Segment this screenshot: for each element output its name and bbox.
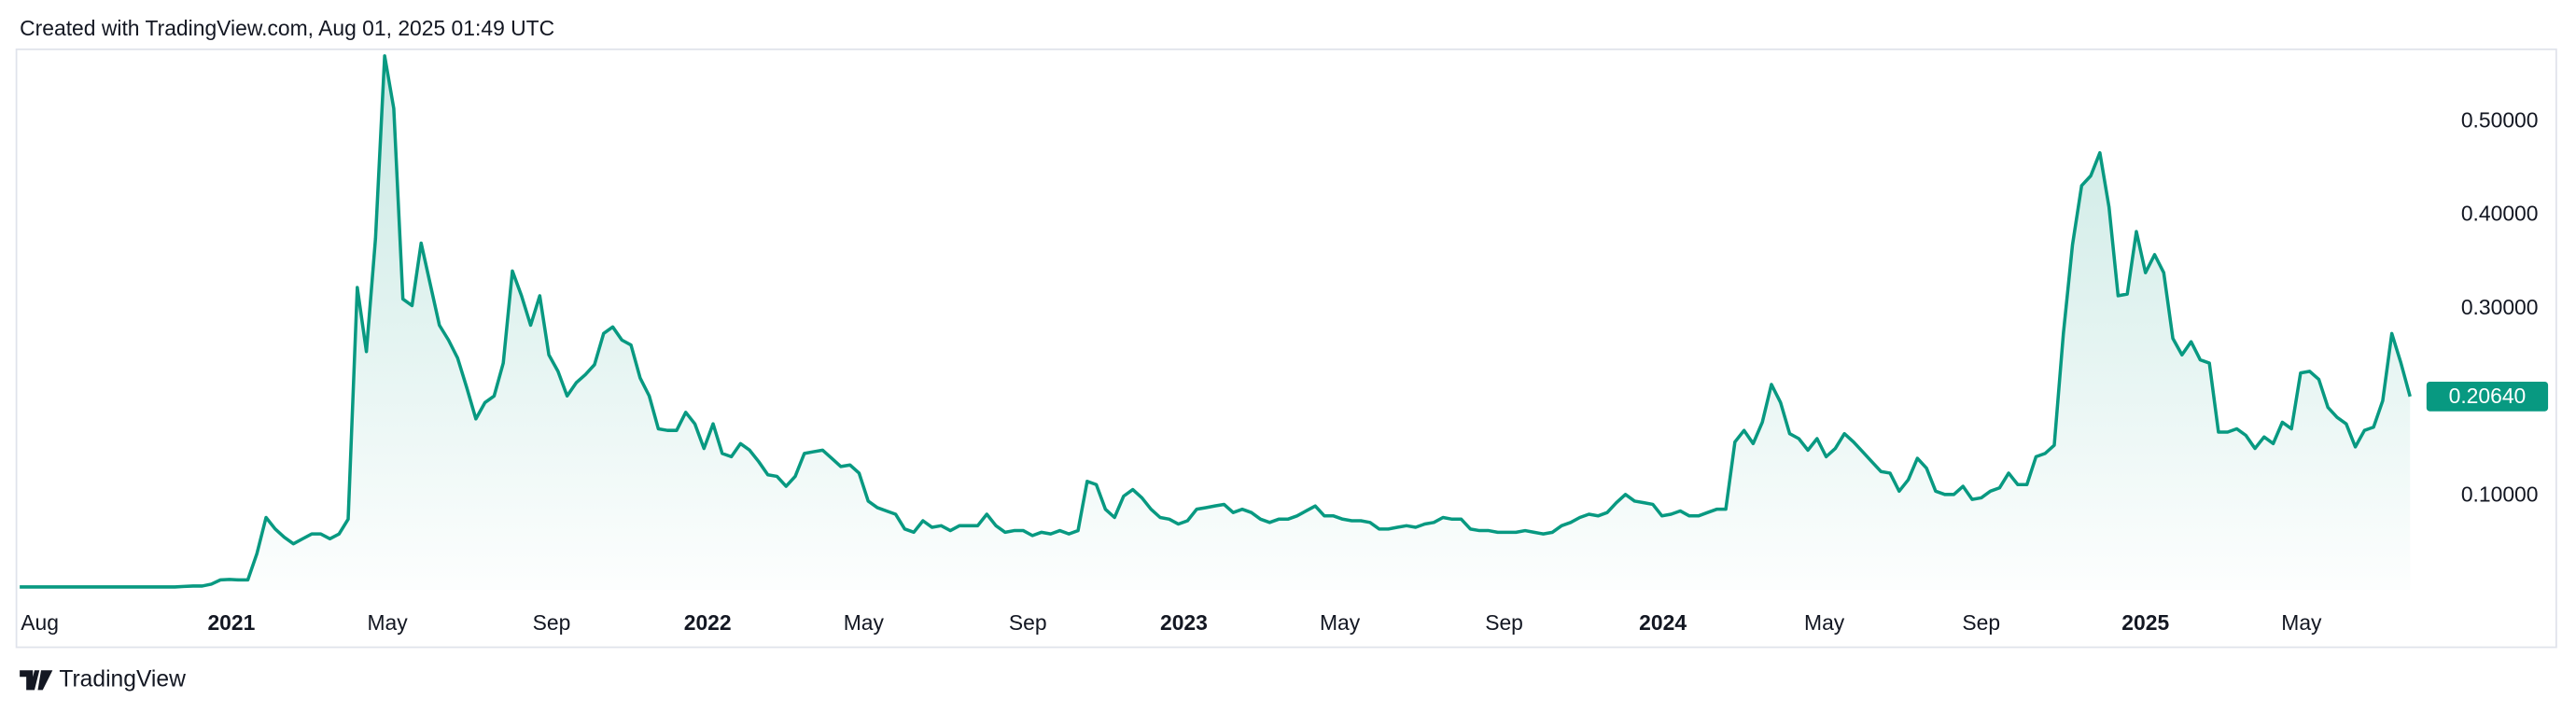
footer-brand: TradingView xyxy=(59,666,186,692)
logo xyxy=(20,670,53,691)
price-label: 0.20640 xyxy=(2449,384,2527,408)
y-tick-label: 0.50000 xyxy=(2461,107,2539,132)
header: Created with TradingView.com, Aug 01, 20… xyxy=(20,16,554,40)
y-tick-label: 0.30000 xyxy=(2461,295,2539,319)
x-tick-label: 2023 xyxy=(1160,610,1208,635)
x-tick-label: 2025 xyxy=(2121,610,2169,635)
price-label-box xyxy=(2426,382,2549,412)
x-tick-label: Aug xyxy=(21,610,59,635)
x-tick-label: 2021 xyxy=(207,610,255,635)
x-tick-label: Sep xyxy=(533,610,571,635)
x-tick-label: Sep xyxy=(1962,610,2000,635)
area-fill xyxy=(20,55,2411,590)
x-tick-label: May xyxy=(1320,610,1361,635)
x-tick-label: 2024 xyxy=(1639,610,1687,635)
x-tick-label: Sep xyxy=(1009,610,1047,635)
y-tick-label: 0.10000 xyxy=(2461,482,2539,507)
price-line xyxy=(20,54,2412,589)
x-tick-label: May xyxy=(367,610,408,635)
x-tick-label: Sep xyxy=(1485,610,1523,635)
chart-frame xyxy=(15,48,2557,649)
x-tick-label: May xyxy=(1804,610,1845,635)
x-tick-label: May xyxy=(2281,610,2322,635)
x-tick-label: 2022 xyxy=(684,610,732,635)
y-tick-label: 0.40000 xyxy=(2461,202,2539,226)
x-tick-label: May xyxy=(844,610,885,635)
